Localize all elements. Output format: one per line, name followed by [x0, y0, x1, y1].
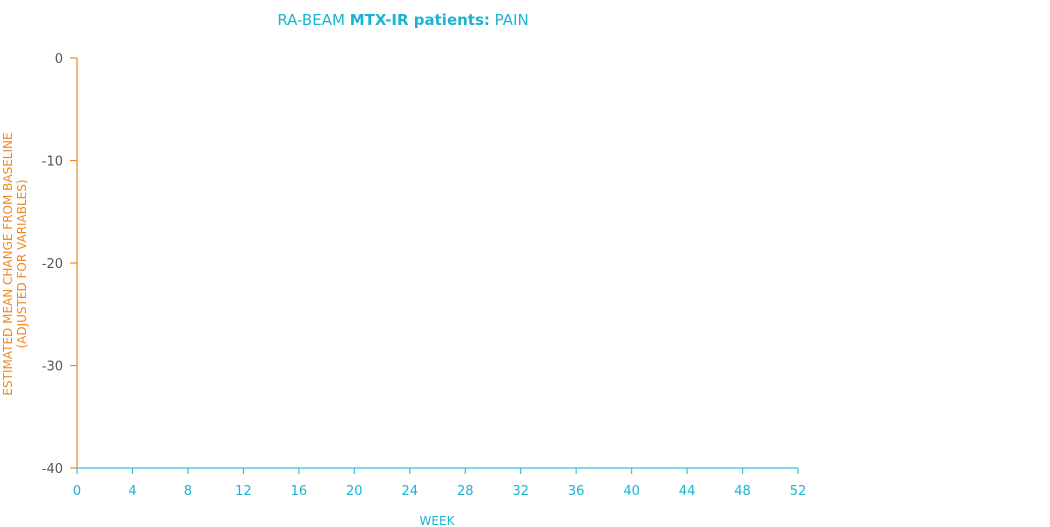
y-tick-label: -40	[42, 462, 63, 477]
y-tick-label: -30	[42, 360, 63, 375]
x-tick-label: 20	[346, 484, 363, 499]
x-tick-label: 12	[235, 484, 252, 499]
y-tick-label: -20	[42, 257, 63, 272]
x-axis: 0 4 8 12 16 20 24 28 32 36 40 44 48 52	[73, 467, 807, 499]
x-tick-label: 32	[512, 484, 529, 499]
x-tick-label: 4	[128, 484, 136, 499]
x-tick-label: 36	[568, 484, 585, 499]
x-tick-label: 0	[73, 484, 81, 499]
y-axis: 0 -10 -20 -30 -40	[42, 52, 78, 477]
chart-title-part2: MTX-IR patients:	[350, 11, 490, 29]
x-tick-label: 48	[734, 484, 751, 499]
y-tick-label: -10	[42, 155, 63, 170]
x-tick-label: 40	[623, 484, 640, 499]
chart-title-part1: RA-BEAM	[277, 11, 349, 29]
y-axis-title: ESTIMATED MEAN CHANGE FROM BASELINE (ADJ…	[1, 132, 29, 395]
x-tick-label: 28	[457, 484, 474, 499]
chart-title: RA-BEAM MTX-IR patients: PAIN	[277, 11, 528, 29]
x-axis-title: WEEK	[420, 514, 456, 527]
y-axis-title-line2: (ADJUSTED FOR VARIABLES)	[15, 179, 29, 348]
y-axis-title-line1: ESTIMATED MEAN CHANGE FROM BASELINE	[1, 132, 15, 395]
x-tick-label: 16	[291, 484, 308, 499]
y-tick-label: 0	[55, 52, 63, 67]
x-tick-label: 8	[184, 484, 192, 499]
chart-title-part3: PAIN	[495, 11, 529, 29]
x-tick-label: 44	[679, 484, 696, 499]
x-tick-label: 52	[790, 484, 807, 499]
x-tick-label: 24	[401, 484, 418, 499]
